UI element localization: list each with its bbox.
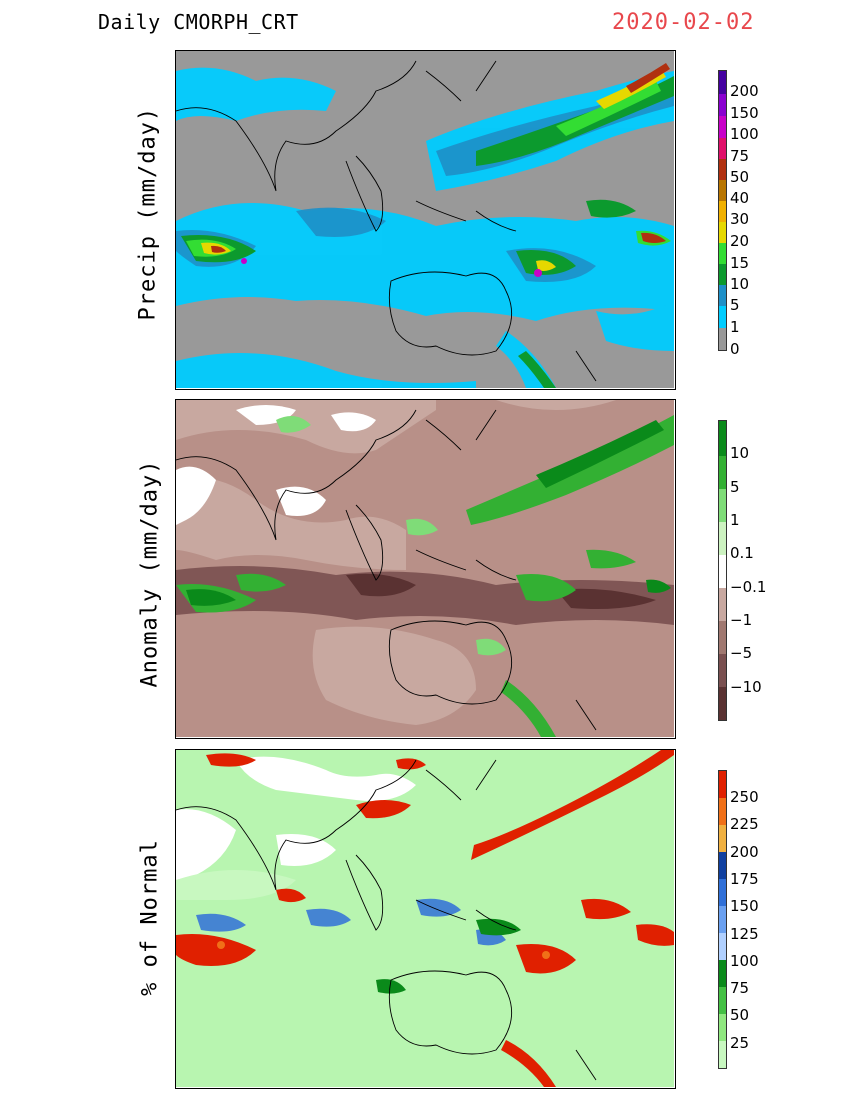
- percent-tick-100: 100: [730, 952, 759, 970]
- precip-tick-150: 150: [730, 104, 759, 122]
- anomaly-colorbar: [718, 420, 727, 721]
- anomaly-tick-neg-5: −5: [730, 644, 753, 662]
- percent-tick-200: 200: [730, 843, 759, 861]
- precip-tick-50: 50: [730, 168, 750, 186]
- precip-tick-10: 10: [730, 275, 750, 293]
- date-title: 2020-02-02: [612, 10, 755, 35]
- precip-tick-40: 40: [730, 189, 750, 207]
- precip-map: [175, 50, 676, 390]
- percent-tick-175: 175: [730, 870, 759, 888]
- percent-tick-250: 250: [730, 788, 759, 806]
- anomaly-map: [175, 399, 676, 739]
- percent-tick-25: 25: [730, 1034, 750, 1052]
- anomaly-tick-neg-1: −1: [730, 611, 753, 629]
- precip-tick-75: 75: [730, 147, 750, 165]
- percent-map-svg: [176, 750, 674, 1087]
- percent-tick-225: 225: [730, 815, 759, 833]
- precip-map-svg: [176, 51, 674, 388]
- precip-tick-5: 5: [730, 296, 740, 314]
- percent-tick-75: 75: [730, 979, 750, 997]
- anomaly-tick-10: 10: [730, 444, 750, 462]
- precip-colorbar: [718, 70, 727, 351]
- anomaly-ylabel: Anomaly (mm/day): [137, 459, 163, 688]
- precip-tick-20: 20: [730, 232, 750, 250]
- percent-ylabel: % of Normal: [137, 839, 163, 996]
- precip-ylabel: Precip (mm/day): [135, 106, 161, 321]
- precip-tick-100: 100: [730, 125, 759, 143]
- precip-tick-200: 200: [730, 82, 759, 100]
- precip-tick-0: 0: [730, 340, 740, 358]
- percent-tick-150: 150: [730, 897, 759, 915]
- precip-tick-30: 30: [730, 210, 750, 228]
- anomaly-tick-1: 1: [730, 511, 740, 529]
- percent-tick-125: 125: [730, 925, 759, 943]
- anomaly-tick-neg-0-1: −0.1: [730, 578, 767, 596]
- anomaly-tick-neg-10: −10: [730, 678, 762, 696]
- percent-colorbar: [718, 770, 727, 1069]
- anomaly-map-svg: [176, 400, 674, 737]
- precip-tick-15: 15: [730, 254, 750, 272]
- percent-tick-50: 50: [730, 1006, 750, 1024]
- anomaly-tick-5: 5: [730, 478, 740, 496]
- percent-map: [175, 749, 676, 1089]
- product-title: Daily CMORPH_CRT: [98, 10, 299, 34]
- anomaly-tick-0-1: 0.1: [730, 544, 754, 562]
- precip-tick-1: 1: [730, 318, 740, 336]
